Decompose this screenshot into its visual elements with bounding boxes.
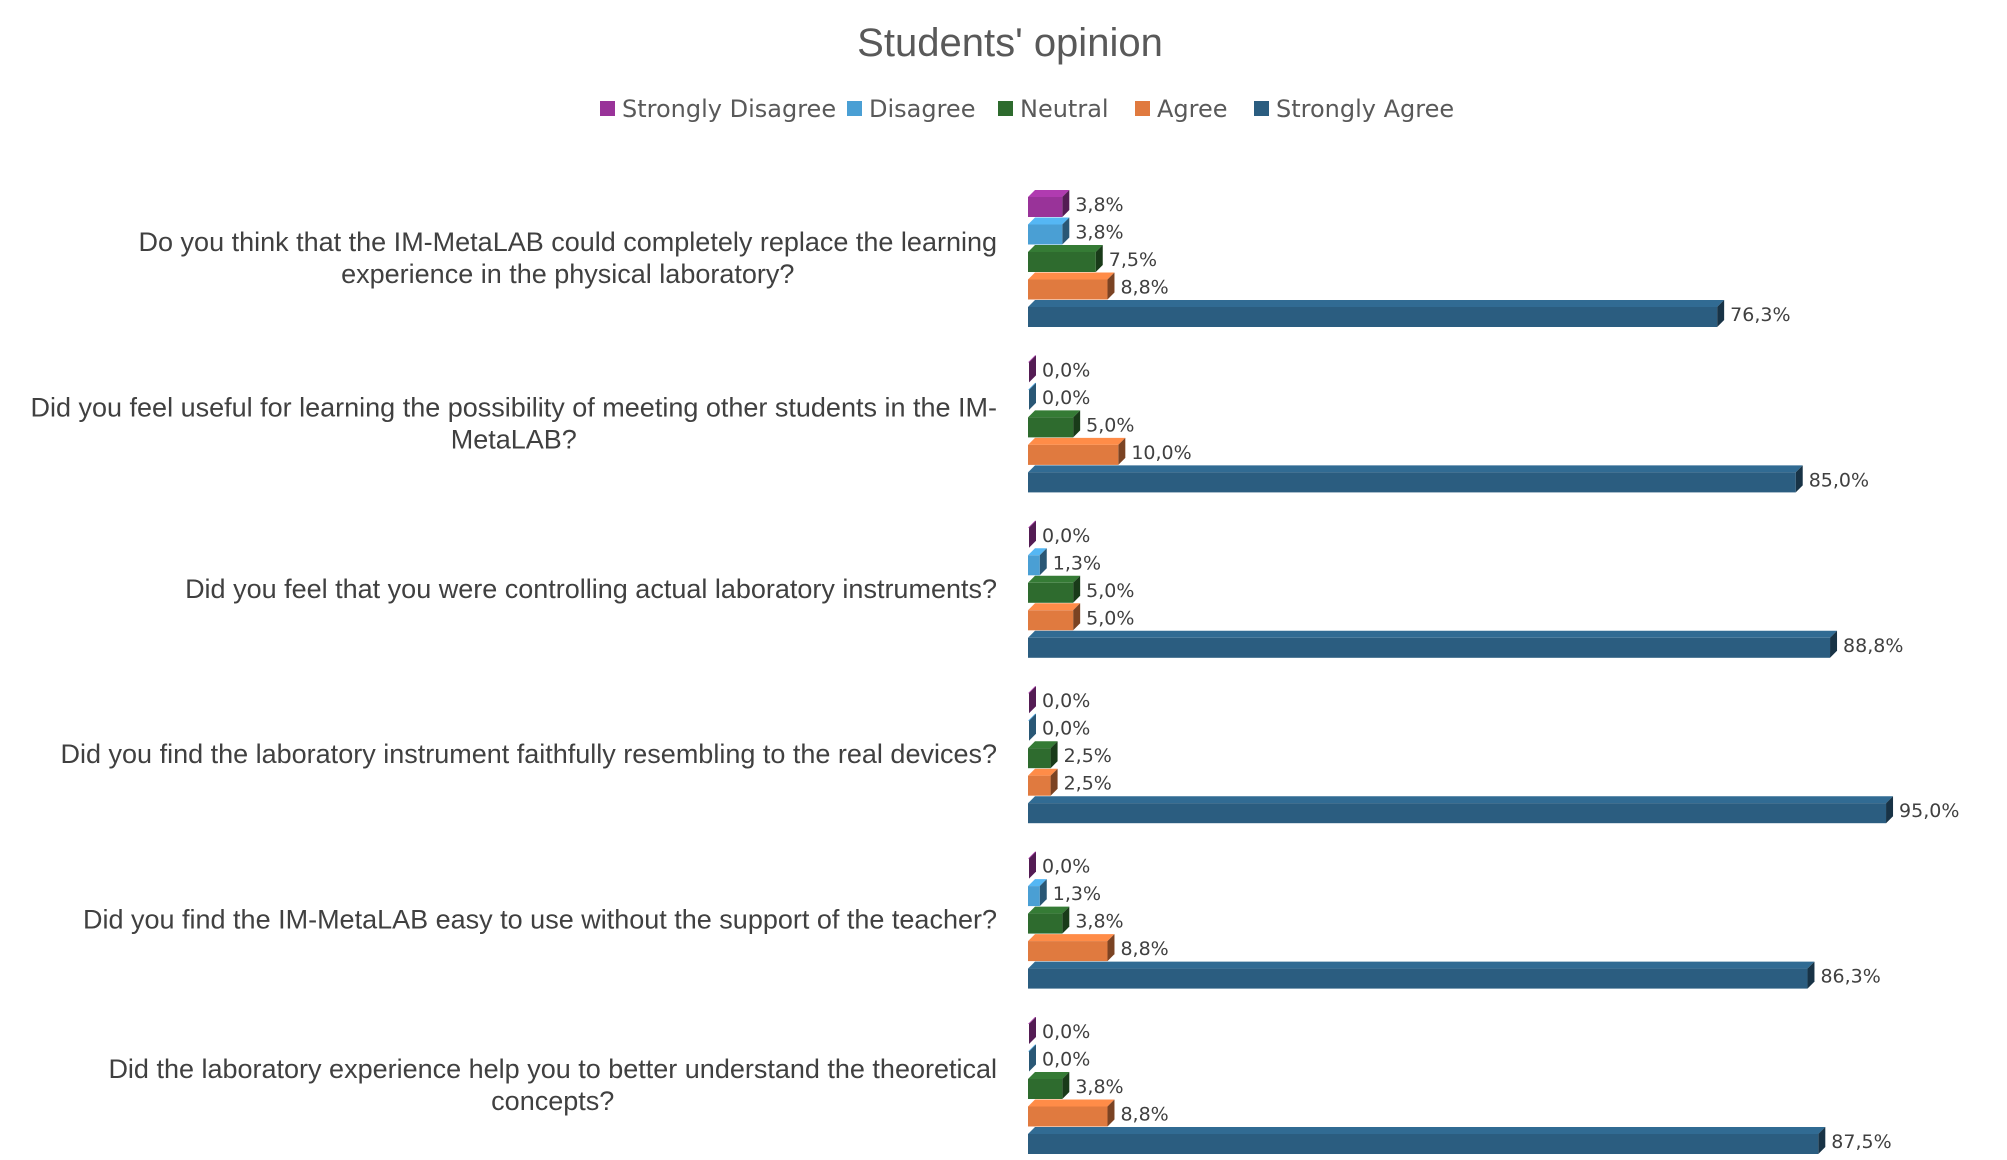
data-label: 86,3%: [1820, 966, 1880, 988]
bar: [1028, 934, 1115, 962]
data-label: 5,0%: [1086, 414, 1134, 436]
bar: [1028, 768, 1058, 796]
bar: [1028, 1127, 1826, 1154]
legend-swatch: [847, 101, 862, 116]
legend-item-strongly-disagree: Strongly Disagree: [600, 95, 836, 123]
data-label: 3,8%: [1075, 222, 1123, 244]
data-label: 88,8%: [1843, 635, 1903, 657]
legend-label: Agree: [1157, 95, 1228, 123]
data-label: 5,0%: [1086, 607, 1134, 629]
data-label: 0,0%: [1042, 359, 1090, 381]
category-label: Did the laboratory experience help you t…: [108, 1054, 997, 1116]
bar: [1028, 796, 1894, 824]
category-labels: Do you think that the IM-MetaLAB could c…: [30, 227, 997, 1116]
data-label: 0,0%: [1042, 387, 1090, 409]
data-label: 5,0%: [1086, 580, 1134, 602]
bar: [1028, 741, 1058, 769]
data-label: 8,8%: [1120, 938, 1168, 960]
bar: [1028, 603, 1081, 631]
data-label: 8,8%: [1120, 1104, 1168, 1126]
data-label: 87,5%: [1831, 1131, 1891, 1153]
bar: [1028, 520, 1036, 548]
bar: [1028, 879, 1047, 907]
bar: [1028, 245, 1103, 272]
bar: [1028, 1072, 1070, 1099]
bar: [1028, 1099, 1115, 1127]
data-labels: 3,8% 3,8% 7,5% 8,8% 76,3% 0,0% 0,0% 5,0% 10,0% 85…: [1042, 194, 1959, 1153]
legend-item-agree: Agree: [1135, 95, 1228, 123]
data-label: 8,8%: [1120, 277, 1168, 299]
data-label: 0,0%: [1042, 525, 1090, 547]
legend: Strongly Disagree Disagree Neutral Agree Str…: [600, 95, 1454, 123]
data-label: 3,8%: [1075, 911, 1123, 933]
legend-swatch: [1135, 101, 1150, 116]
legend-label: Strongly Disagree: [622, 95, 836, 123]
bar: [1028, 300, 1725, 327]
bar: [1028, 410, 1081, 438]
data-label: 3,8%: [1075, 194, 1123, 216]
bar: [1028, 1017, 1036, 1044]
data-label: 85,0%: [1809, 469, 1869, 491]
category-label: Did you feel useful for learning the pos…: [30, 392, 997, 454]
legend-item-disagree: Disagree: [847, 95, 975, 123]
bar: [1028, 355, 1036, 383]
data-label: 1,3%: [1053, 552, 1101, 574]
bar: [1028, 437, 1126, 465]
data-label: 0,0%: [1042, 690, 1090, 712]
legend-item-strongly-agree: Strongly Agree: [1254, 95, 1454, 123]
bar: [1028, 272, 1115, 300]
category-label: Did you find the laboratory instrument f…: [61, 739, 997, 769]
bar: [1028, 1044, 1036, 1072]
bar: [1028, 575, 1081, 603]
legend-label: Strongly Agree: [1276, 95, 1454, 123]
legend-label: Neutral: [1020, 95, 1109, 123]
category-label: Did you find the IM-MetaLAB easy to use …: [83, 905, 997, 935]
legend-item-neutral: Neutral: [998, 95, 1109, 123]
chart-title: Students' opinion: [857, 21, 1163, 65]
data-label: 10,0%: [1131, 442, 1191, 464]
bar: [1028, 906, 1070, 934]
bar: [1028, 686, 1036, 714]
bar: [1028, 961, 1815, 989]
legend-swatch: [998, 101, 1013, 116]
data-label: 2,5%: [1064, 745, 1112, 767]
bar: [1028, 190, 1070, 217]
data-label: 7,5%: [1109, 249, 1157, 271]
bar: [1028, 630, 1838, 658]
bar: [1028, 382, 1036, 410]
data-label: 0,0%: [1042, 1049, 1090, 1071]
bars: [1028, 190, 1894, 1154]
legend-swatch: [600, 101, 615, 116]
data-label: 1,3%: [1053, 883, 1101, 905]
category-label: Did you feel that you were controlling a…: [185, 574, 997, 604]
data-label: 76,3%: [1730, 304, 1790, 326]
legend-swatch: [1254, 101, 1269, 116]
legend-label: Disagree: [869, 95, 975, 123]
data-label: 2,5%: [1064, 773, 1112, 795]
bar: [1028, 548, 1047, 576]
data-label: 3,8%: [1075, 1076, 1123, 1098]
bar: [1028, 713, 1036, 741]
category-label: Do you think that the IM-MetaLAB could c…: [139, 227, 997, 289]
bar: [1028, 851, 1036, 879]
data-label: 0,0%: [1042, 718, 1090, 740]
bar: [1028, 217, 1070, 245]
data-label: 0,0%: [1042, 856, 1090, 878]
bar: [1028, 465, 1803, 493]
data-label: 0,0%: [1042, 1021, 1090, 1043]
data-label: 95,0%: [1899, 800, 1959, 822]
